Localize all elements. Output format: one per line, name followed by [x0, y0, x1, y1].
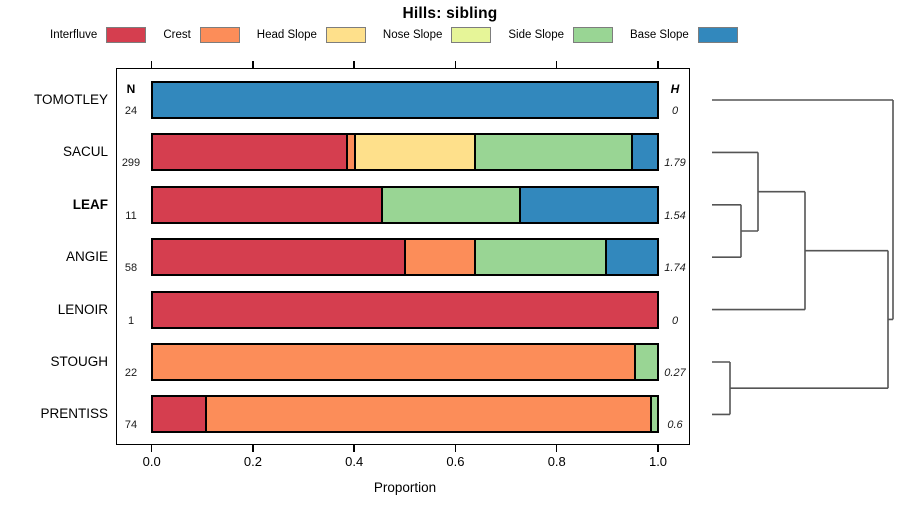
- x-axis-tick-bottom: [657, 445, 659, 452]
- x-axis-tick-top: [353, 61, 355, 68]
- legend-label: Crest: [163, 29, 191, 41]
- legend-label: Head Slope: [256, 29, 317, 41]
- legend-swatch: [573, 27, 613, 43]
- category-label: LENOIR: [57, 301, 108, 317]
- n-value: 74: [124, 419, 138, 432]
- x-axis-tick-top: [150, 61, 153, 68]
- bar-segment-interfluve: [150, 133, 348, 172]
- legend-item: Base Slope: [630, 27, 738, 43]
- legend-swatch: [697, 27, 738, 43]
- legend: Interfluve Crest Head Slope Nose Slope Side …: [50, 27, 738, 43]
- bar-segment-head-slope: [354, 133, 477, 172]
- bar-segment-crest: [403, 238, 476, 277]
- bar-segment-interfluve: [150, 185, 384, 224]
- bar-segment-base-slope: [518, 185, 659, 224]
- x-axis-tick-label: 1.0: [648, 454, 668, 469]
- legend-item: Interfluve: [50, 27, 147, 43]
- category-label: SACUL: [62, 144, 108, 160]
- h-value: 1.54: [664, 209, 686, 222]
- x-axis-tick-bottom: [252, 445, 254, 452]
- legend-swatch: [106, 27, 147, 43]
- x-axis-tick-top: [657, 61, 659, 68]
- legend-label: Side Slope: [508, 29, 564, 41]
- legend-item: Crest: [163, 27, 240, 43]
- bar-segment-side-slope: [474, 133, 634, 172]
- x-axis-tick-label: 0.4: [345, 454, 364, 469]
- legend-swatch: [199, 27, 240, 43]
- x-axis-tick-bottom: [353, 445, 355, 452]
- n-column-header: N: [126, 82, 136, 96]
- bar-segment-side-slope: [634, 343, 659, 381]
- x-axis-tick-bottom: [555, 445, 558, 452]
- x-axis-tick-bottom: [454, 445, 457, 452]
- n-value: 22: [124, 367, 138, 379]
- bar-segment-crest: [205, 395, 652, 434]
- legend-item: Head Slope: [257, 27, 366, 43]
- n-value: 11: [125, 209, 137, 222]
- legend-item: Nose Slope: [382, 27, 492, 43]
- n-value: 24: [124, 105, 138, 117]
- legend-label: Nose Slope: [382, 29, 443, 41]
- legend-label: Interfluve: [50, 29, 98, 41]
- legend-label: Base Slope: [630, 29, 689, 41]
- n-value: 58: [124, 262, 138, 275]
- h-column-header: H: [670, 82, 680, 96]
- chart-title: Hills: sibling: [402, 5, 498, 22]
- x-axis-title: Proportion: [373, 480, 437, 495]
- bar-segment-interfluve: [150, 395, 208, 434]
- category-label: LEAF: [72, 196, 108, 212]
- x-axis-tick-label: 0.6: [446, 454, 465, 469]
- category-label: TOMOTLEY: [33, 92, 108, 107]
- legend-swatch: [325, 27, 366, 43]
- bar-segment-crest: [150, 343, 637, 381]
- category-label: PRENTISS: [40, 406, 108, 422]
- n-value: 299: [121, 157, 141, 170]
- category-label: ANGIE: [65, 249, 108, 265]
- h-value: 0.27: [664, 367, 686, 379]
- bar-segment-side-slope: [649, 395, 659, 434]
- x-axis-tick-bottom: [150, 445, 153, 452]
- h-value: 0: [671, 314, 679, 327]
- h-value: 1.79: [664, 157, 686, 170]
- x-axis-tick-top: [252, 61, 254, 68]
- bar-segment-interfluve: [150, 290, 659, 329]
- bar-segment-side-slope: [473, 238, 607, 277]
- x-axis-tick-label: 0.8: [547, 454, 566, 469]
- h-value: 0: [671, 105, 679, 117]
- bar-segment-base-slope: [631, 133, 659, 172]
- bar-segment-base-slope: [604, 238, 659, 277]
- category-label: STOUGH: [50, 354, 108, 369]
- x-axis-tick-top: [555, 61, 558, 68]
- legend-item: Side Slope: [508, 27, 613, 43]
- n-value: 1: [127, 314, 135, 327]
- bar-segment-interfluve: [150, 238, 406, 277]
- dendrogram-links: [712, 99, 894, 416]
- bar-segment-side-slope: [381, 185, 521, 224]
- legend-swatch: [451, 27, 492, 43]
- x-axis-tick-top: [454, 61, 457, 68]
- x-axis-tick-label: 0.0: [142, 454, 161, 469]
- h-value: 1.74: [664, 262, 686, 275]
- bar-segment-base-slope: [150, 81, 659, 119]
- plot-area-frame: [116, 68, 690, 445]
- x-axis-tick-label: 0.2: [243, 454, 262, 469]
- h-value: 0.6: [667, 419, 683, 432]
